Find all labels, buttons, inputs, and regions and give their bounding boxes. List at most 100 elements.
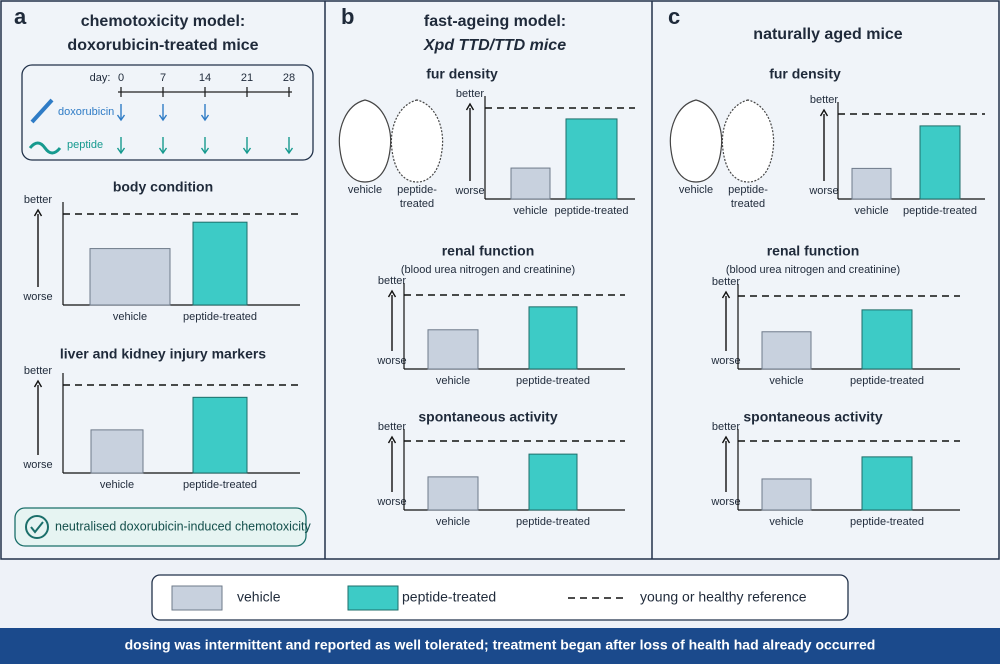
bar: [861, 456, 913, 511]
day-tick-label: 14: [199, 72, 211, 84]
legend-label: young or healthy reference: [640, 589, 807, 605]
image-label: treated: [400, 198, 434, 210]
legend-swatch: [171, 585, 223, 611]
bar: [427, 329, 479, 370]
chart-title: body condition: [113, 179, 213, 195]
bar: [510, 167, 551, 200]
dose-arrow: [284, 147, 294, 155]
x-label: peptide-treated: [516, 375, 590, 387]
dose-arrow: [158, 137, 168, 155]
panel-letter: c: [668, 4, 680, 29]
image-label: vehicle: [679, 184, 713, 196]
better-arrow: [387, 435, 397, 444]
bar: [427, 476, 479, 511]
x-label: vehicle: [436, 516, 470, 528]
chart-title: liver and kidney injury markers: [60, 346, 266, 362]
bar: [528, 453, 578, 511]
chart-title: renal function: [767, 243, 860, 259]
x-label: vehicle: [769, 375, 803, 387]
x-label: peptide-treated: [850, 516, 924, 528]
better-arrow: [721, 435, 731, 444]
axis-bottom-label: worse: [710, 496, 740, 508]
bar: [90, 429, 144, 474]
check-icon: [30, 521, 44, 534]
better-arrow: [465, 102, 475, 111]
syringe-icon: [30, 98, 54, 124]
chart-title: renal function: [442, 243, 535, 259]
bar: [192, 221, 248, 306]
chart-title: fur density: [769, 66, 841, 82]
panel-title: Xpd TTD/TTD mice: [423, 37, 566, 54]
legend-label: vehicle: [237, 589, 281, 605]
dose-arrow: [200, 137, 210, 155]
day-label: day:: [90, 72, 111, 84]
dose-arrow: [158, 104, 168, 122]
axis-bottom-label: worse: [454, 185, 484, 197]
axis-bottom-label: worse: [22, 291, 52, 303]
bar: [919, 125, 961, 200]
bar: [761, 478, 812, 511]
dose-arrow: [116, 114, 126, 122]
axis-top-label: better: [712, 276, 740, 288]
dose-arrow: [200, 147, 210, 155]
axis-bottom-label: worse: [376, 355, 406, 367]
footer: dosing was intermittent and reported as …: [125, 637, 876, 653]
dose-arrow: [158, 114, 168, 122]
x-label: vehicle: [436, 375, 470, 387]
dose-arrow: [200, 104, 210, 122]
day-tick-label: 7: [160, 72, 166, 84]
panel-title: chemotoxicity model:: [81, 13, 245, 30]
legend-label: peptide-treated: [402, 589, 496, 605]
dose-arrow: [158, 147, 168, 155]
better-arrow: [387, 289, 397, 298]
panel-title: naturally aged mice: [753, 26, 902, 43]
x-label: vehicle: [100, 479, 134, 491]
x-label: peptide-treated: [183, 311, 257, 323]
x-label: peptide-treated: [183, 479, 257, 491]
footer-band: [0, 628, 1000, 664]
panel-title: doxorubicin-treated mice: [67, 37, 258, 54]
dose-arrow: [116, 104, 126, 122]
axis-bottom-label: worse: [808, 185, 838, 197]
panel-letter: b: [341, 4, 354, 29]
x-label: vehicle: [113, 311, 147, 323]
day-tick-label: 0: [118, 72, 124, 84]
chart-title: spontaneous activity: [743, 409, 882, 425]
dose-arrow: [284, 137, 294, 155]
schedule-box: [21, 64, 314, 161]
x-label: vehicle: [769, 516, 803, 528]
image-label: peptide-: [728, 184, 768, 196]
x-label: peptide-treated: [903, 205, 977, 217]
mice-b: [338, 99, 775, 183]
axis-top-label: better: [378, 421, 406, 433]
mouse-icon: [390, 99, 444, 183]
bar: [761, 331, 812, 370]
better-arrow: [819, 108, 829, 117]
axis-top-label: better: [810, 94, 838, 106]
bar: [851, 167, 892, 200]
image-label: vehicle: [348, 184, 382, 196]
bar: [192, 396, 248, 474]
better-arrow: [721, 290, 731, 299]
axis-bottom-label: worse: [22, 459, 52, 471]
axis-bottom-label: worse: [376, 496, 406, 508]
day-tick-label: 28: [283, 72, 295, 84]
note-box: [14, 507, 307, 547]
chart-title: spontaneous activity: [418, 409, 557, 425]
image-label: treated: [731, 198, 765, 210]
dose-arrow: [116, 137, 126, 155]
dose-arrow: [200, 114, 210, 122]
image-label: peptide-: [397, 184, 437, 196]
x-label: peptide-treated: [850, 375, 924, 387]
dose-arrow: [116, 147, 126, 155]
axis-top-label: better: [24, 194, 52, 206]
legend-box: [151, 574, 849, 621]
panel-title: fast-ageing model:: [424, 13, 566, 30]
row-label: peptide: [67, 139, 103, 151]
dose-arrow: [242, 137, 252, 155]
axis-top-label: better: [456, 88, 484, 100]
bar: [861, 309, 913, 370]
panel-letter: a: [14, 4, 27, 29]
